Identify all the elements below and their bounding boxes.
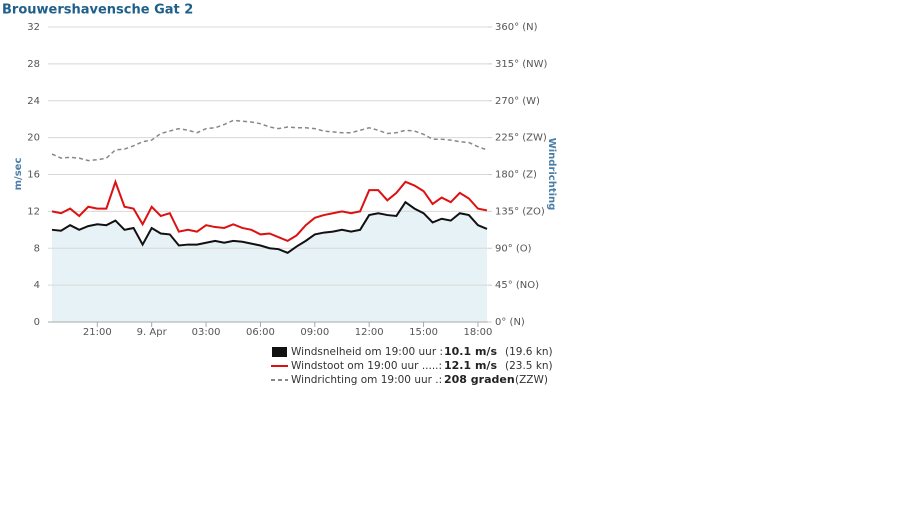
y-tick-label: 24 [27,96,40,107]
y2-tick-label: 0° (N) [495,317,525,328]
x-tick-label: 06:00 [246,327,275,338]
y2-tick-label: 180° (Z) [495,170,537,181]
series-line [51,178,488,242]
y2-tick-label: 90° (O) [495,243,532,254]
y-tick-label: 20 [27,133,40,144]
series-line [51,119,488,162]
x-tick-label: 18:00 [464,327,493,338]
x-tick-label: 03:00 [192,327,221,338]
legend-value: 12.1 m/s [444,359,497,372]
y-tick-label: 4 [34,280,40,291]
y2-tick-label: 360° (N) [495,22,538,33]
x-tick-label: 9. Apr [137,327,168,338]
legend-swatch [272,347,287,357]
legend-value: 208 graden [444,373,515,386]
y-tick-label: 32 [27,22,40,33]
x-tick-label: 15:00 [409,327,438,338]
y-tick-label: 8 [34,243,40,254]
y-tick-label: 0 [34,317,40,328]
y2-tick-label: 315° (NW) [495,59,548,70]
legend-label: Windrichting om 19:00 uur .: [291,374,442,386]
series-line [51,200,488,254]
y2-tick-label: 45° (NO) [495,280,539,291]
y-tick-label: 16 [27,170,40,181]
y2-tick-label: 270° (W) [495,96,540,107]
legend-label: Windstoot om 19:00 uur .....: [291,360,442,372]
legend-extra: (19.6 kn) [505,346,553,358]
x-tick-label: 09:00 [300,327,329,338]
legend-label: Windsnelheid om 19:00 uur : [291,346,443,358]
y2-axis-title: Windrichting [546,138,557,211]
area [52,202,487,322]
y-axis-title: m/sec [13,158,24,191]
x-tick-label: 12:00 [355,327,384,338]
y-tick-label: 28 [27,59,40,70]
legend-extra: (ZZW) [515,374,548,386]
legend-value: 10.1 m/s [444,345,497,358]
legend-extra: (23.5 kn) [505,360,553,372]
y2-tick-label: 135° (ZO) [495,206,545,217]
x-tick-label: 21:00 [83,327,112,338]
chart-title: Brouwershavensche Gat 2 [2,3,193,18]
y2-tick-label: 225° (ZW) [495,133,547,144]
y-tick-label: 12 [27,206,40,217]
